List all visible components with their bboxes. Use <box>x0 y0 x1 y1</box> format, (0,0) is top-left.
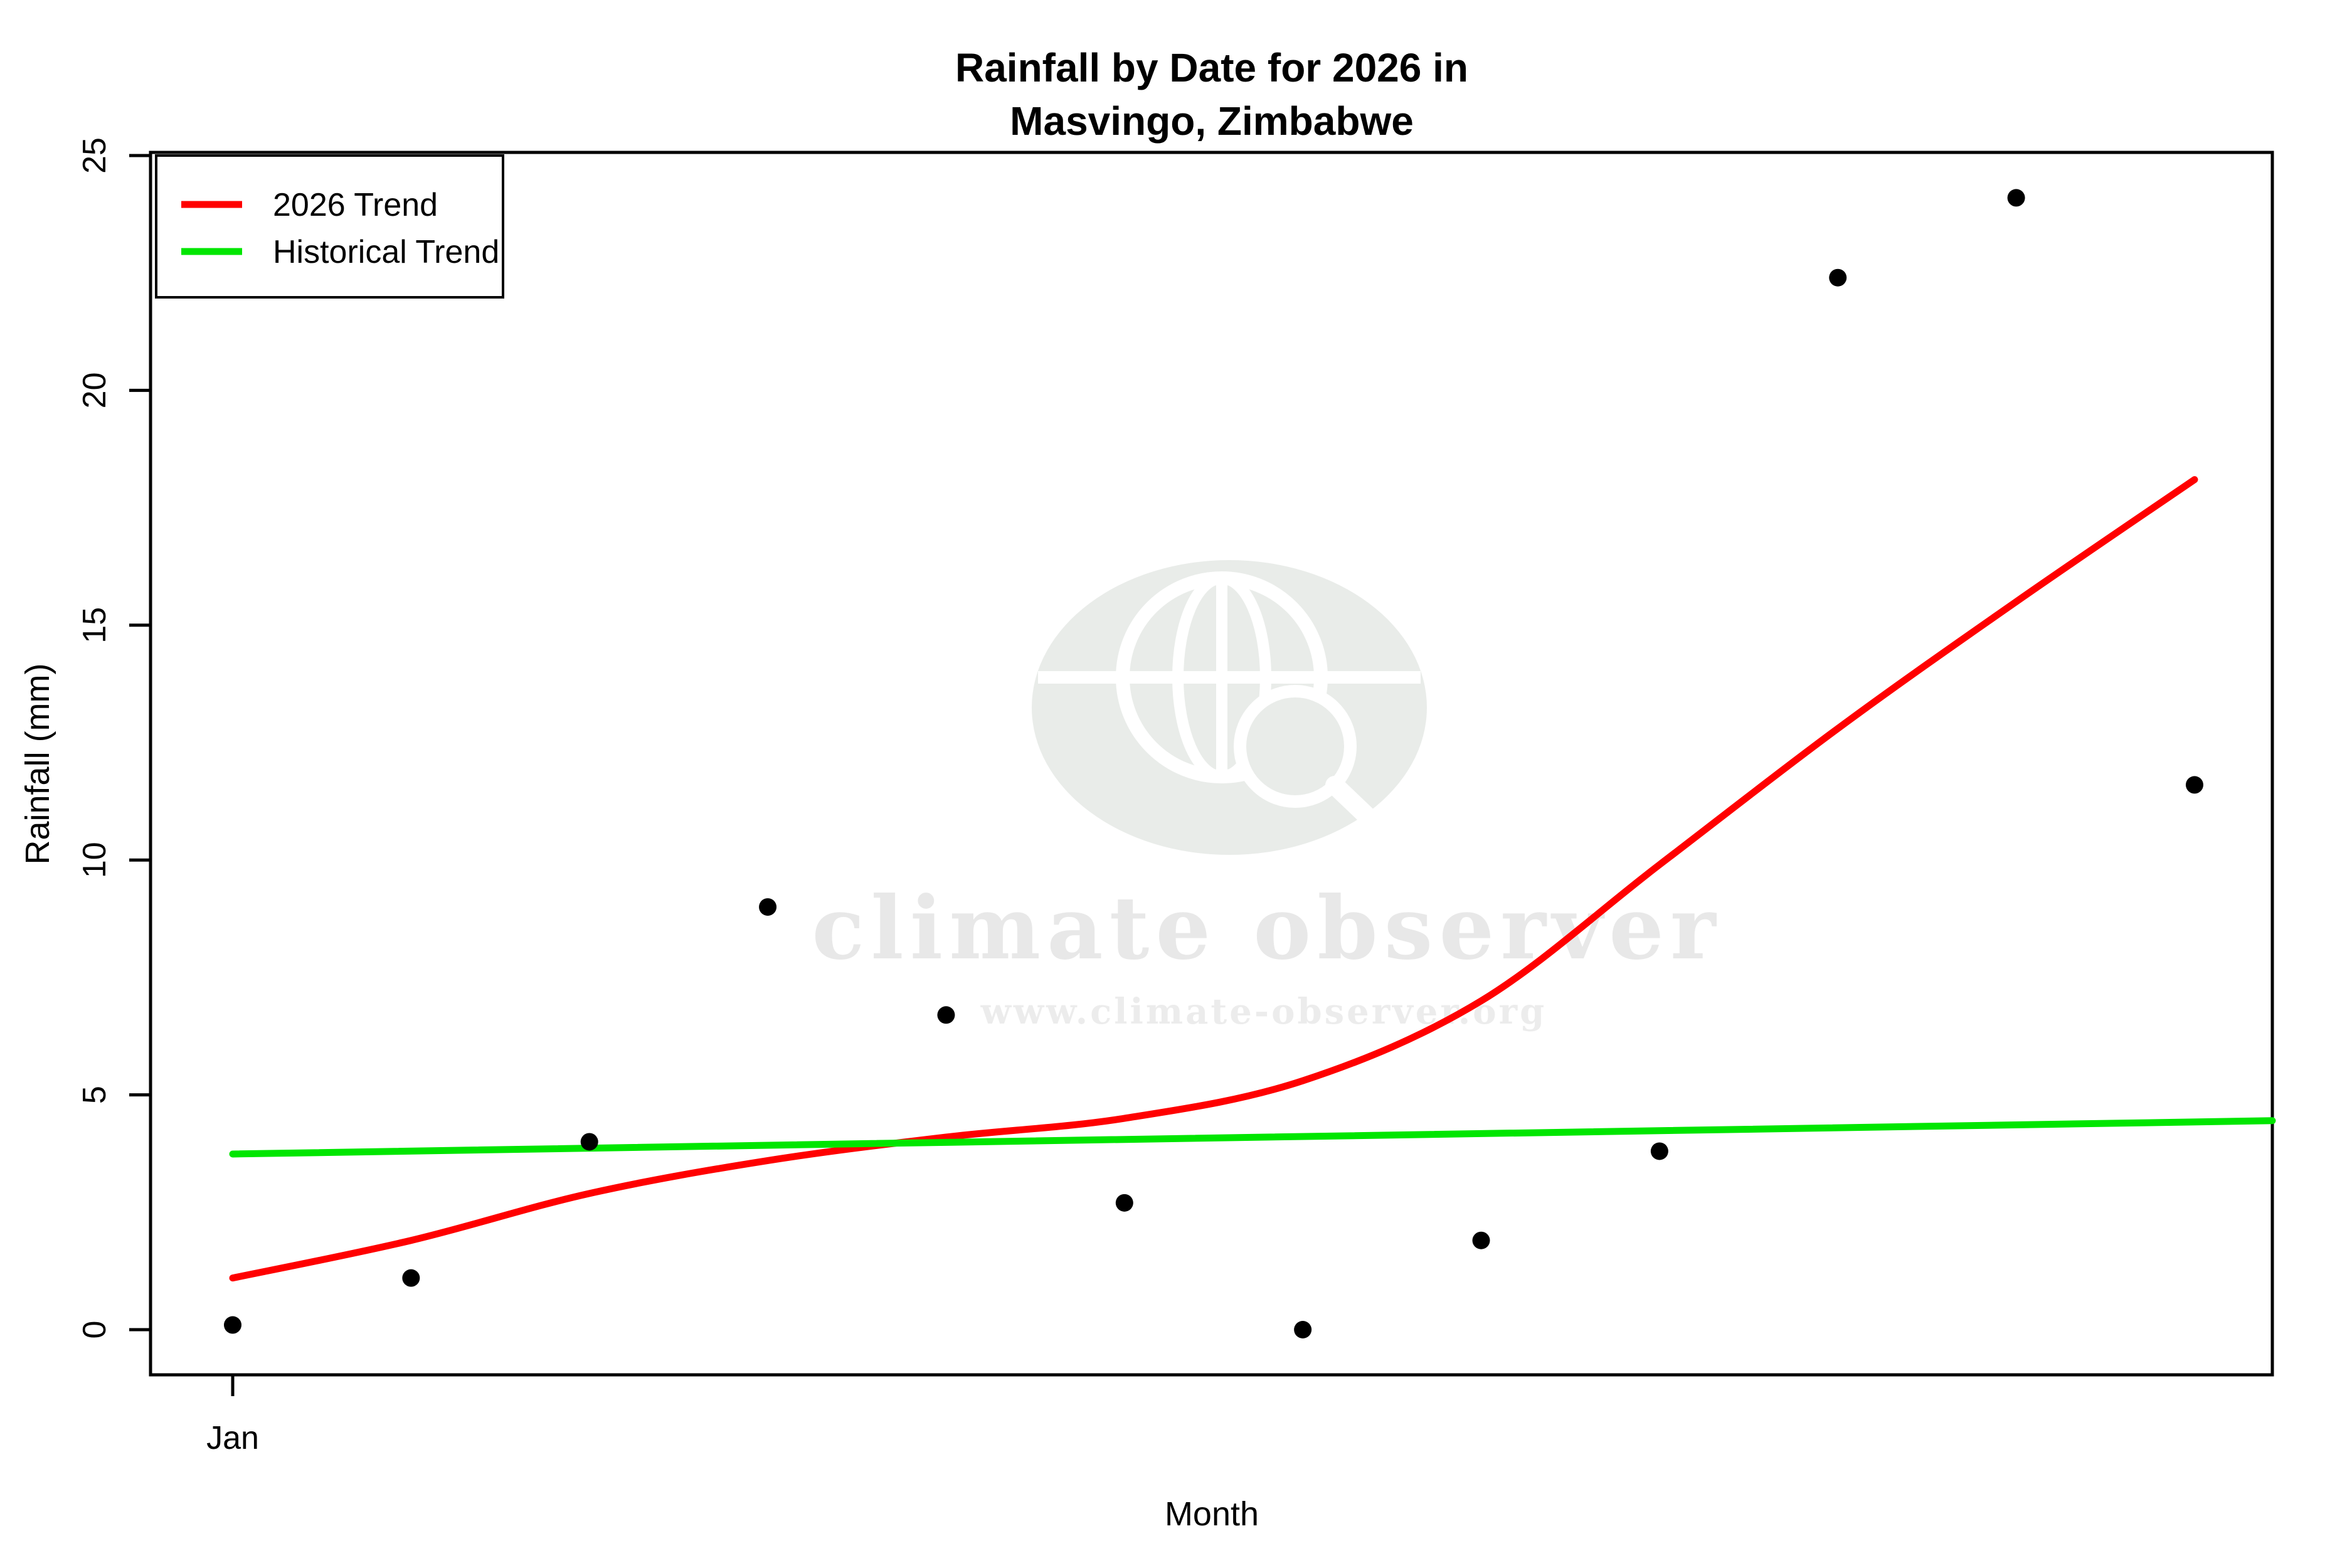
legend-label-historical-trend: Historical Trend <box>273 234 499 270</box>
historical-trend-line <box>229 1117 2276 1158</box>
legend: 2026 Trend Historical Trend <box>155 154 504 299</box>
x-axis-title: Month <box>1165 1495 1259 1533</box>
data-point-jan <box>224 1316 241 1334</box>
y-axis-tick-label: 20 <box>77 372 113 408</box>
y-axis-tick-label: 15 <box>77 607 113 644</box>
y-axis-tick-label: 0 <box>77 1321 113 1339</box>
watermark-brand-text: climate observer <box>812 877 1722 979</box>
data-point-dec <box>2185 776 2203 794</box>
x-axis-tick-label: Jan <box>206 1420 259 1456</box>
data-point-sep <box>1650 1142 1668 1160</box>
data-point-mar <box>580 1133 598 1151</box>
data-point-jun <box>1115 1194 1133 1212</box>
data-point-aug <box>1472 1231 1490 1249</box>
data-point-apr <box>759 898 777 916</box>
globe-with-magnifier-icon <box>1032 560 1427 855</box>
y-axis-title: Rainfall (mm) <box>19 663 56 864</box>
legend-box <box>155 154 504 299</box>
y-axis-tick-label: 25 <box>77 137 113 174</box>
watermark: climate observer www.climate-observer.or… <box>812 560 1722 1032</box>
y-axis-tick-label: 10 <box>77 842 113 878</box>
chart-title-line1: Rainfall by Date for 2026 in <box>955 45 1468 90</box>
data-point-oct <box>1829 268 1847 287</box>
plot-box <box>149 151 2274 1377</box>
data-point-nov <box>2007 189 2025 207</box>
plot-area: 0 5 10 15 20 25 Jan <box>77 137 2276 1456</box>
data-point-feb <box>402 1269 420 1287</box>
watermark-url-text: www.climate-observer.org <box>980 991 1547 1032</box>
chart-title-line2: Masvingo, Zimbabwe <box>1010 98 1414 144</box>
data-point-jul <box>1294 1321 1312 1338</box>
legend-label-2026-trend: 2026 Trend <box>273 187 438 223</box>
trend-2026-line <box>229 476 2198 1282</box>
data-point-may <box>937 1006 955 1024</box>
y-axis-tick-label: 5 <box>77 1086 113 1104</box>
